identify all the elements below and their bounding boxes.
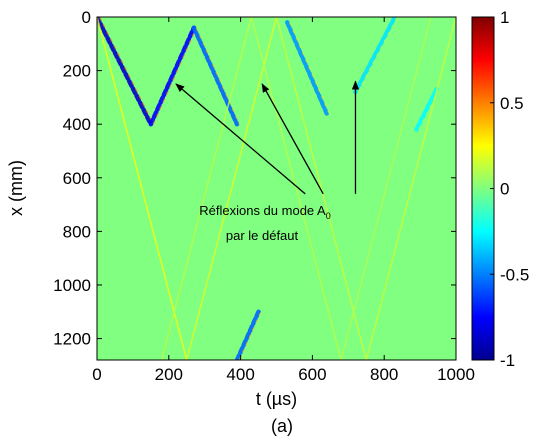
y-tick-label: 800 xyxy=(63,222,91,241)
y-tick-label: 600 xyxy=(63,169,91,188)
annotation: Réflexions du mode A0 par le défaut xyxy=(175,80,360,243)
annotation-subscript: 0 xyxy=(326,211,331,221)
wave-tracks xyxy=(97,17,456,360)
x-tick-label: 200 xyxy=(155,365,183,384)
annotation-arrow-1 xyxy=(261,83,324,195)
y-axis-ticks: 0 200 400 600 800 1000 1200 xyxy=(53,8,456,349)
y-tick-label: 1000 xyxy=(53,276,91,295)
wave-track-10 xyxy=(365,17,456,360)
wave-track-0 xyxy=(97,17,154,127)
wave-track-11 xyxy=(160,17,253,360)
x-tick-label: 800 xyxy=(370,365,398,384)
wave-track-echo-6 xyxy=(238,311,262,360)
annotation-line2: par le défaut xyxy=(226,228,299,243)
x-tick-label: 0 xyxy=(92,365,101,384)
colorbar-tick-label: 0 xyxy=(500,180,509,199)
x-tick-label: 600 xyxy=(298,365,326,384)
x-axis-ticks: 0 200 400 600 800 1000 xyxy=(92,17,475,384)
wave-track-13 xyxy=(340,17,432,360)
x-tick-label: 1000 xyxy=(437,365,475,384)
wave-track-4 xyxy=(353,17,398,95)
colorbar: 1 0.5 0 -0.5 -1 xyxy=(471,8,529,370)
wave-track-12 xyxy=(250,17,342,360)
wave-track-5 xyxy=(414,84,441,132)
y-axis-label: x (mm) xyxy=(6,160,26,216)
heatmap-plot-area xyxy=(96,16,457,361)
annotation-arrow-0 xyxy=(175,83,306,195)
x-axis-label: t (µs) xyxy=(256,389,297,409)
wave-track-echo-4 xyxy=(357,17,399,93)
colorbar-tick-label: 0.5 xyxy=(500,94,524,113)
wave-track-2 xyxy=(191,25,240,127)
wave-track-9 xyxy=(275,17,368,360)
wave-track-echo-3 xyxy=(289,22,330,114)
figure-caption: (a) xyxy=(271,416,293,436)
colorbar-tick-label: -0.5 xyxy=(500,265,529,284)
wave-track-6 xyxy=(234,309,261,360)
annotation-text: Réflexions du mode A0 xyxy=(199,203,330,221)
x-tick-label: 400 xyxy=(226,365,254,384)
wave-track-echo-0 xyxy=(98,17,155,125)
wave-track-1 xyxy=(148,25,197,127)
y-tick-label: 400 xyxy=(63,115,91,134)
colorbar-tick-label: 1 xyxy=(500,8,509,27)
y-tick-label: 0 xyxy=(82,8,91,27)
annotation-arrows xyxy=(175,80,360,195)
colorbar-ticks: 1 0.5 0 -0.5 -1 xyxy=(490,8,529,370)
wave-track-3 xyxy=(285,20,330,116)
colorbar-tick-label: -1 xyxy=(500,351,515,370)
heatmap-background xyxy=(97,17,456,360)
y-tick-label: 1200 xyxy=(53,330,91,349)
plot-frame xyxy=(96,16,457,361)
wave-track-echo-1 xyxy=(152,27,198,125)
wave-track-8 xyxy=(185,17,278,360)
wave-track-7 xyxy=(97,17,188,360)
y-tick-label: 200 xyxy=(63,62,91,81)
wave-track-echo-2 xyxy=(195,27,241,125)
annotation-line1: Réflexions du mode A xyxy=(199,203,326,218)
